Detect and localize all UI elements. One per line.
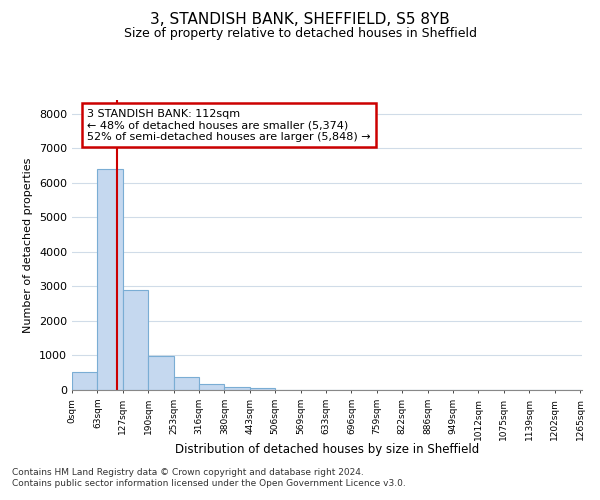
Text: Contains HM Land Registry data © Crown copyright and database right 2024.
Contai: Contains HM Land Registry data © Crown c… <box>12 468 406 487</box>
Text: Size of property relative to detached houses in Sheffield: Size of property relative to detached ho… <box>124 28 476 40</box>
Y-axis label: Number of detached properties: Number of detached properties <box>23 158 34 332</box>
Bar <box>173 377 199 390</box>
Bar <box>250 388 275 390</box>
Bar <box>97 169 123 390</box>
Bar <box>224 386 250 390</box>
Bar <box>148 356 173 390</box>
X-axis label: Distribution of detached houses by size in Sheffield: Distribution of detached houses by size … <box>175 442 479 456</box>
Bar <box>123 290 148 390</box>
Text: 3 STANDISH BANK: 112sqm
← 48% of detached houses are smaller (5,374)
52% of semi: 3 STANDISH BANK: 112sqm ← 48% of detache… <box>88 108 371 142</box>
Text: 3, STANDISH BANK, SHEFFIELD, S5 8YB: 3, STANDISH BANK, SHEFFIELD, S5 8YB <box>150 12 450 28</box>
Bar <box>72 372 97 390</box>
Bar <box>199 384 224 390</box>
